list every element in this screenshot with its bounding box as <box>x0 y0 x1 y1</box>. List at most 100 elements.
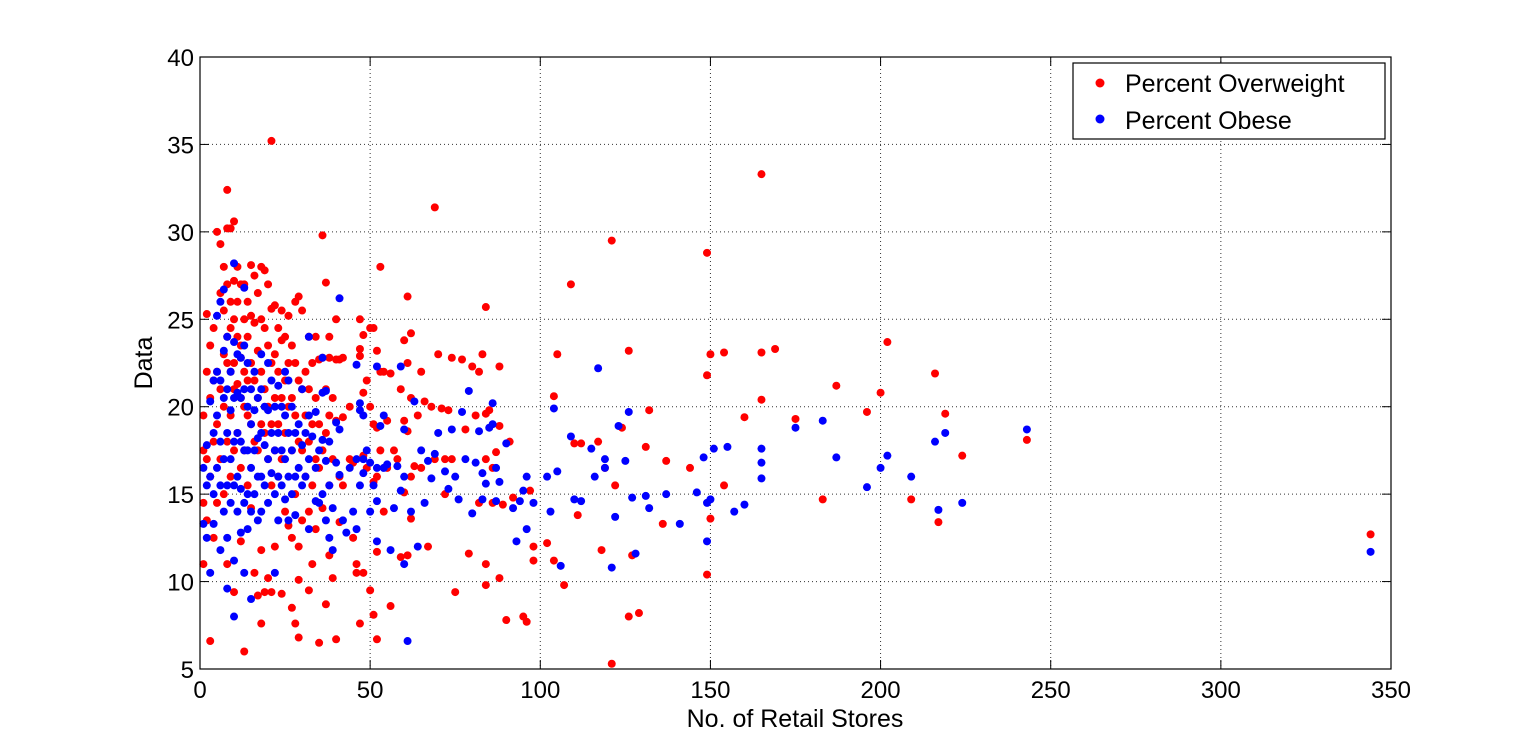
y-tick-label: 40 <box>167 45 194 72</box>
data-point <box>287 446 296 455</box>
data-point <box>206 341 215 350</box>
data-point <box>396 385 405 394</box>
data-point <box>219 402 228 411</box>
data-point <box>247 507 256 516</box>
data-point <box>498 500 507 509</box>
data-point <box>417 463 426 472</box>
data-point <box>862 483 871 492</box>
data-point <box>376 446 385 455</box>
data-point <box>202 481 211 490</box>
data-point <box>321 516 330 525</box>
data-point <box>400 425 409 434</box>
data-point <box>321 386 330 395</box>
data-point <box>464 386 473 395</box>
data-point <box>304 332 313 341</box>
data-point <box>294 542 303 551</box>
data-point <box>349 507 358 516</box>
data-point <box>270 446 279 455</box>
legend-marker-overweight <box>1095 78 1105 88</box>
data-point <box>226 455 235 464</box>
data-point <box>488 420 497 429</box>
data-point <box>250 446 259 455</box>
data-point <box>233 507 242 516</box>
data-point <box>332 418 341 427</box>
data-point <box>359 411 368 420</box>
data-point <box>311 455 320 464</box>
data-point <box>703 371 712 380</box>
data-point <box>359 469 368 478</box>
data-point <box>223 428 232 437</box>
data-point <box>284 376 293 385</box>
data-point <box>543 539 552 548</box>
data-point <box>400 472 409 481</box>
data-point <box>495 362 504 371</box>
data-point <box>284 311 293 320</box>
data-point <box>243 411 252 420</box>
y-tick-label: 35 <box>167 132 194 159</box>
series-percent-obese <box>199 259 1375 646</box>
data-point <box>202 367 211 376</box>
data-point <box>372 547 381 556</box>
data-point <box>624 346 633 355</box>
data-point <box>410 397 419 406</box>
data-point <box>230 588 239 597</box>
data-point <box>475 427 484 436</box>
data-point <box>264 341 273 350</box>
data-point <box>270 393 279 402</box>
data-point <box>1022 435 1031 444</box>
data-point <box>226 224 235 233</box>
data-point <box>389 504 398 513</box>
data-point <box>706 514 715 523</box>
data-point <box>260 481 269 490</box>
data-point <box>546 507 555 516</box>
data-point <box>931 369 940 378</box>
x-axis-label: No. of Retail Stores <box>687 705 904 733</box>
data-point <box>934 518 943 527</box>
data-point <box>403 551 412 560</box>
data-point <box>321 278 330 287</box>
data-point <box>692 488 701 497</box>
data-point <box>226 367 235 376</box>
data-point <box>264 498 273 507</box>
data-point <box>277 393 286 402</box>
data-point <box>345 463 354 472</box>
data-point <box>267 588 276 597</box>
data-point <box>862 407 871 416</box>
data-point <box>386 602 395 611</box>
data-point <box>257 315 266 324</box>
data-point <box>236 393 245 402</box>
data-point <box>519 486 528 495</box>
data-point <box>240 367 249 376</box>
data-point <box>216 546 225 555</box>
data-point <box>355 315 364 324</box>
data-point <box>202 455 211 464</box>
data-point <box>311 525 320 534</box>
data-point <box>931 437 940 446</box>
data-point <box>345 402 354 411</box>
data-point <box>274 420 283 429</box>
data-point <box>270 301 279 310</box>
data-point <box>213 367 222 376</box>
data-point <box>233 428 242 437</box>
data-point <box>703 537 712 546</box>
data-point <box>553 350 562 359</box>
data-point <box>549 404 558 413</box>
data-point <box>199 498 208 507</box>
data-point <box>359 455 368 464</box>
data-point <box>250 406 259 415</box>
data-point <box>226 472 235 481</box>
data-point <box>304 385 313 394</box>
data-point <box>216 297 225 306</box>
data-point <box>492 497 501 506</box>
data-point <box>573 511 582 520</box>
data-point <box>301 428 310 437</box>
data-point <box>216 481 225 490</box>
data-point <box>471 411 480 420</box>
data-point <box>481 455 490 464</box>
data-point <box>447 455 456 464</box>
data-point <box>634 609 643 618</box>
data-point <box>757 444 766 453</box>
data-point <box>308 432 317 441</box>
data-point <box>352 568 361 577</box>
